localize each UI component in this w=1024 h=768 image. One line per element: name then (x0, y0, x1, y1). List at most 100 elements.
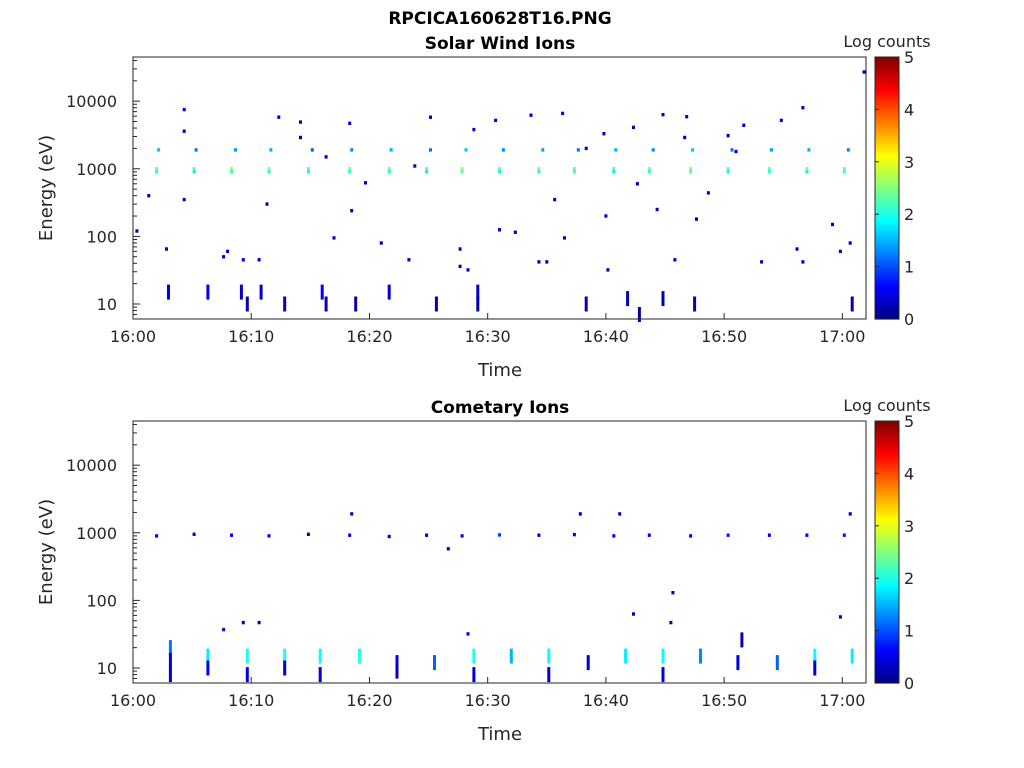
solar-wind-data-cell (466, 268, 470, 272)
solar-wind-colorbar-segment (875, 277, 899, 281)
cometary-colorbar-segment (875, 654, 899, 658)
solar-wind-colorbar-segment (875, 177, 899, 181)
solar-wind-ytick-label: 10 (97, 295, 117, 314)
solar-wind-data-cell (460, 170, 464, 174)
solar-wind-colorbar-segment (875, 201, 899, 205)
solar-wind-plot-area: 16:00 16:10 16:20 16:30 16:40 16:50 17:00 10 100… (66, 56, 867, 346)
solar-wind-colorbar-segment (875, 245, 899, 249)
solar-wind-colorbar-segment (875, 67, 899, 71)
solar-wind-colorbar-segment (875, 140, 899, 145)
cometary-colorbar-segment (875, 643, 899, 647)
solar-wind-xtick-label: 16:40 (583, 327, 629, 346)
solar-wind-data-cell (460, 167, 464, 171)
solar-wind-data-cell (647, 167, 651, 171)
solar-wind-xlabel: Time (477, 360, 522, 381)
cometary-xtick-label: 17:00 (819, 691, 865, 710)
solar-wind-data-cell (626, 291, 630, 307)
cometary-data-cell (669, 620, 673, 625)
solar-wind-data-cell (584, 296, 588, 312)
solar-wind-colorbar-segment (875, 203, 899, 207)
cometary-colorbar-segment (875, 465, 899, 469)
solar-wind-data-cell (606, 268, 610, 272)
solar-wind-data-cell (425, 167, 429, 171)
cometary-ytick-label: 10 (97, 659, 117, 678)
solar-wind-data-cell (165, 247, 168, 251)
solar-wind-data-cell (135, 229, 139, 233)
solar-wind-data-cell (257, 258, 261, 262)
solar-wind-data-cell (685, 115, 689, 119)
cometary-colorbar-segment (875, 662, 899, 666)
cometary-colorbar-segment (875, 431, 899, 435)
solar-wind-data-cell (476, 284, 480, 300)
solar-wind-data-cell (241, 258, 245, 262)
solar-wind-data-cell (584, 146, 588, 151)
cometary-colorbar-segment (875, 541, 899, 545)
cometary-colorbar-segment (875, 614, 899, 619)
cometary-data-cell (661, 667, 665, 683)
solar-wind-data-cell (651, 148, 655, 152)
cometary-colorbar-segment (875, 646, 899, 650)
cometary-data-cell (661, 648, 665, 664)
cometary-colorbar-segment (875, 583, 899, 587)
solar-wind-data-cell (769, 148, 773, 152)
cometary-colorbar-segment (875, 672, 899, 676)
cometary-colorbar-segment (875, 664, 899, 668)
solar-wind-colorbar-segment (875, 300, 899, 304)
solar-wind-colorbar: 0 1 2 3 4 5 (874, 48, 914, 329)
cometary-data-cell (624, 648, 628, 664)
cometary-data-cell (206, 660, 210, 676)
cometary-data-cell (842, 533, 846, 537)
solar-wind-colorbar-segment (875, 151, 899, 155)
cometary-colorbar-segment (875, 523, 899, 527)
solar-wind-data-cell (277, 115, 281, 119)
solar-wind-data-cell (661, 113, 665, 117)
solar-wind-colorbar-segment (875, 253, 899, 257)
solar-wind-colorbar-segment (875, 211, 899, 215)
cometary-title: Cometary Ions (431, 398, 570, 418)
solar-wind-data-cell (348, 170, 352, 174)
cometary-data-cell (395, 663, 399, 679)
solar-wind-data-cell (299, 135, 302, 140)
solar-wind-data-cell (364, 181, 367, 185)
solar-wind-data-cell (182, 197, 186, 202)
solar-wind-colorbar-segment (875, 161, 899, 166)
cometary-data-cell (155, 534, 159, 538)
solar-wind-data-cell (283, 296, 287, 312)
cometary-data-cell (245, 648, 249, 664)
solar-wind-colorbar-segment (875, 198, 899, 202)
solar-wind-data-cell (407, 258, 411, 262)
solar-wind-data-cell (635, 182, 639, 186)
cometary-colorbar-segment (875, 554, 899, 558)
cometary-colorbar-segment (875, 502, 899, 506)
solar-wind-colorbar-segment (875, 224, 899, 228)
cometary-colorbar-segment (875, 489, 899, 493)
cometary-data-cell (813, 660, 817, 676)
solar-wind-data-cell (387, 167, 391, 171)
solar-wind-data-cell (683, 135, 687, 140)
solar-wind-colorbar-segment (875, 271, 899, 276)
cometary-colorbar-segment (875, 638, 899, 642)
cometary-data-cell (740, 632, 744, 648)
cometary-colorbar-segment (875, 483, 899, 488)
cometary-colorbar-segment (875, 607, 899, 611)
solar-wind-data-cell (572, 167, 576, 171)
solar-wind-colorbar-segment (875, 148, 899, 152)
cometary-data-cell (306, 532, 310, 536)
solar-wind-colorbar-segment (875, 96, 899, 100)
cometary-colorbar-segment (875, 520, 899, 524)
cometary-colorbar-segment (875, 596, 899, 600)
cometary-data-cell (618, 512, 622, 516)
solar-wind-data-cell (310, 148, 314, 152)
solar-wind-ylabel: Energy (eV) (36, 135, 57, 241)
solar-wind-data-cell (429, 115, 432, 119)
solar-wind-data-cell (576, 148, 580, 152)
cometary-axes-frame (132, 420, 867, 684)
cometary-data-cell (241, 620, 245, 625)
solar-wind-colorbar-segment (875, 235, 899, 239)
cometary-colorbar-segment (875, 549, 899, 553)
cometary-data-cell (647, 533, 651, 537)
solar-wind-data-cell (379, 241, 383, 245)
solar-wind-colorbar-segment (875, 188, 899, 192)
solar-wind-data-cell (730, 148, 734, 152)
solar-wind-data-cell (429, 148, 432, 152)
